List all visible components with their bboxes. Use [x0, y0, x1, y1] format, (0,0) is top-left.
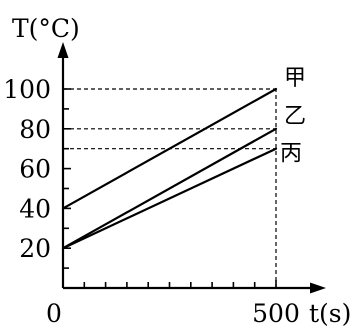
- series-line: [61, 127, 278, 250]
- y-axis-arrow: [57, 42, 69, 58]
- series-label: 乙: [284, 104, 306, 129]
- y-tick-label: 20: [19, 234, 51, 263]
- x-axis-label: t(s): [309, 299, 351, 326]
- series-line: [61, 147, 278, 250]
- y-tick-label: 100: [3, 75, 51, 104]
- axis-ticks: [63, 88, 277, 288]
- y-tick-label: 40: [19, 194, 51, 223]
- x-axis-arrow: [310, 282, 326, 294]
- series-line: [61, 87, 278, 210]
- series-label: 丙: [280, 142, 302, 167]
- origin-label: 0: [46, 299, 62, 326]
- y-tick-label: 60: [19, 155, 51, 184]
- x-tick-label: 500: [252, 299, 300, 326]
- text-labels: T(°C) t(s) 0 20 40 60 80 100 500 甲乙丙: [3, 14, 351, 328]
- y-tick-label: 80: [19, 115, 51, 144]
- y-axis-label: T(°C): [12, 14, 80, 43]
- series-lines: [61, 87, 278, 250]
- series-label: 甲: [284, 66, 306, 91]
